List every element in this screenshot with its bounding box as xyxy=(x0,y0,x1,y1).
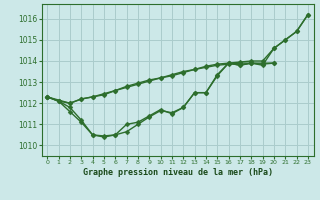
X-axis label: Graphe pression niveau de la mer (hPa): Graphe pression niveau de la mer (hPa) xyxy=(83,168,273,177)
